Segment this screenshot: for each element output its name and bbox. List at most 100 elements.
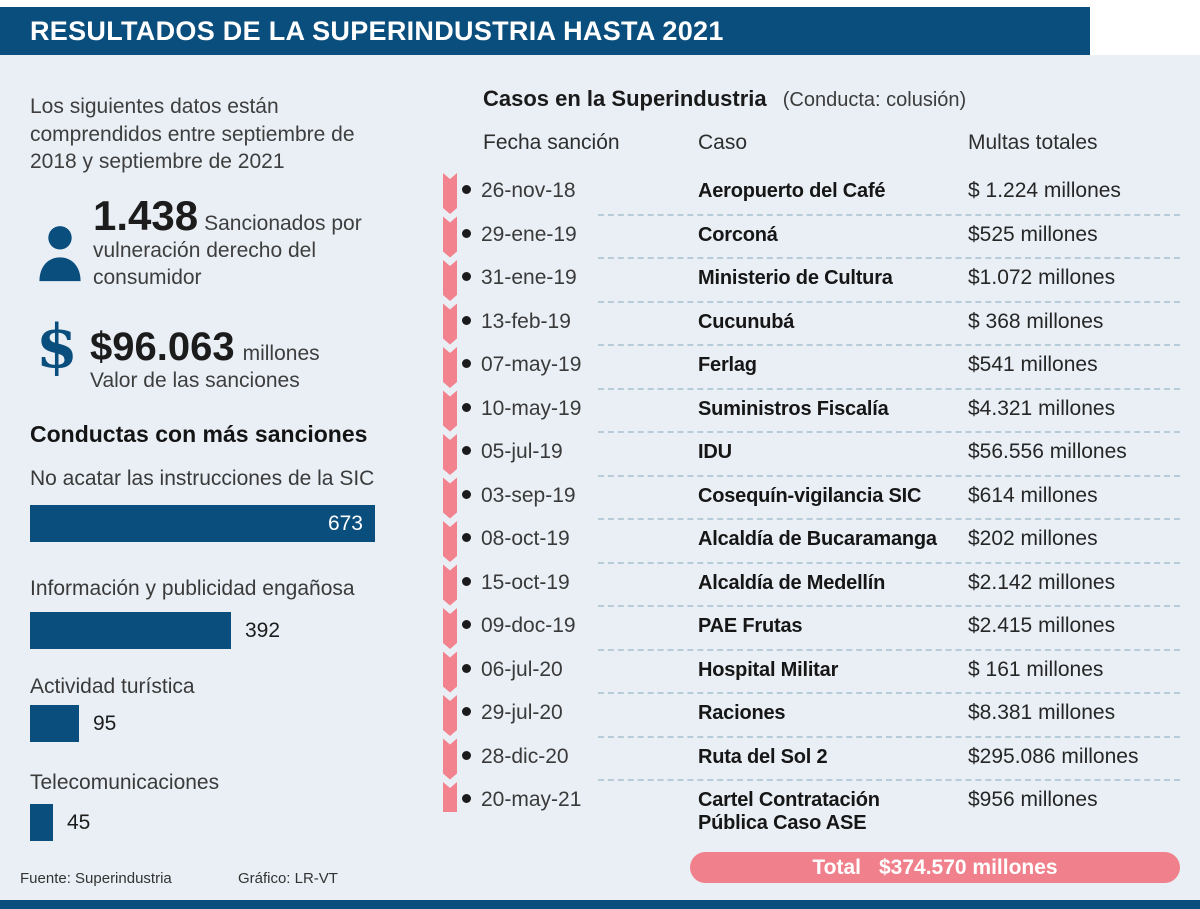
total-label: Total — [812, 855, 861, 879]
table-row: 29-ene-19 Corconá $525 millones — [443, 216, 1180, 260]
bullet-icon — [462, 663, 471, 673]
cell-caso: Cucunubá — [698, 310, 795, 333]
cases-subtitle: (Conducta: colusión) — [782, 89, 967, 111]
bar-value: 95 — [93, 711, 117, 735]
cell-fecha: 06-jul-20 — [481, 657, 563, 681]
source-label: Fuente: Superindustria — [20, 870, 172, 887]
cell-multa: $2.415 millones — [968, 614, 1116, 637]
bar: 673 — [30, 505, 375, 542]
bar — [30, 612, 231, 649]
cell-multa: $956 millones — [968, 788, 1098, 811]
page-title: RESULTADOS DE LA SUPERINDUSTRIA HASTA 20… — [30, 15, 724, 46]
cell-fecha: 13-feb-19 — [481, 309, 571, 333]
cell-caso: Ministerio de Cultura — [698, 267, 893, 289]
bullet-icon — [462, 228, 471, 238]
bullet-icon — [462, 794, 471, 803]
table-row: 20-may-21 Cartel Contratación Pública Cas… — [443, 781, 1180, 847]
cases-heading: Casos en la Superindustria (Conducta: co… — [483, 86, 966, 112]
bar-row: 95 — [30, 705, 116, 742]
table-row: 15-oct-19 Alcaldía de Medellín $2.142 mill… — [443, 564, 1180, 608]
bullet-icon — [462, 707, 471, 716]
bullet-icon — [462, 576, 471, 586]
bar-row: 673 — [30, 505, 375, 542]
cell-caso: Ruta del Sol 2 — [698, 745, 828, 768]
bullet-icon — [462, 620, 471, 629]
cell-caso: Cartel Contratación Pública Caso ASE — [698, 789, 880, 834]
column-header-caso: Caso — [698, 131, 748, 154]
stat-sanctioned-value: 1.438 — [93, 192, 199, 239]
cell-fecha: 07-may-19 — [481, 353, 582, 376]
cell-caso: Alcaldía de Bucaramanga — [698, 528, 937, 550]
cell-fecha: 26-nov-18 — [481, 179, 576, 202]
bullet-icon — [462, 446, 471, 455]
table-row: 29-jul-20 Raciones $8.381 millones — [443, 694, 1180, 738]
bullet-icon — [462, 359, 471, 368]
cell-fecha: 29-jul-20 — [481, 701, 563, 724]
cell-caso: Cosequín-vigilancia SIC — [698, 484, 922, 507]
stat-sanctioned-label: Sancionados por vulneración derecho del … — [93, 212, 362, 289]
cell-fecha: 10-may-19 — [481, 396, 582, 420]
source-note: Fuente: Superindustria Gráfico: LR-VT — [20, 870, 338, 887]
table-row: 26-nov-18 Aeropuerto del Café $ 1.224 mill… — [443, 172, 1180, 216]
stat-sanctions-value: $96.063 millones Valor de las sanciones — [90, 327, 390, 395]
timeline-ribbon — [443, 172, 457, 812]
stat-sanctions-value-unit: millones — [242, 342, 320, 365]
cell-fecha: 28-dic-20 — [481, 744, 569, 768]
table-row: 13-feb-19 Cucunubá $ 368 millones — [443, 303, 1180, 347]
cell-fecha: 05-jul-19 — [481, 440, 563, 463]
column-header-multas: Multas totales — [968, 131, 1098, 154]
stat-sanctions-value-label: Valor de las sanciones — [90, 369, 300, 393]
bottom-rule — [0, 900, 1200, 909]
cell-multa: $ 161 millones — [968, 657, 1104, 681]
cell-multa: $614 millones — [968, 483, 1098, 507]
bullet-icon — [462, 402, 471, 412]
bar-row: 392 — [30, 612, 280, 649]
cell-fecha: 09-doc-19 — [481, 614, 576, 637]
cell-multa: $525 millones — [968, 222, 1098, 246]
bullet-icon — [462, 185, 471, 194]
cell-fecha: 20-may-21 — [481, 788, 582, 811]
bullet-icon — [462, 272, 471, 281]
dollar-icon: $ — [36, 312, 78, 382]
bullet-icon — [462, 750, 471, 760]
table-row: 06-jul-20 Hospital Militar $ 161 millones — [443, 651, 1180, 695]
credit-label: Gráfico: LR-VT — [237, 870, 338, 887]
cell-multa: $1.072 millones — [968, 266, 1116, 289]
cell-caso: Raciones — [698, 702, 786, 724]
bullet-icon — [462, 533, 471, 542]
cases-title: Casos en la Superindustria — [483, 86, 767, 111]
cell-multa: $8.381 millones — [968, 701, 1116, 724]
cases-table: 26-nov-18 Aeropuerto del Café $ 1.224 mill… — [443, 172, 1180, 847]
bar-category-label: Información y publicidad engañosa — [30, 577, 355, 600]
title-bar: RESULTADOS DE LA SUPERINDUSTRIA HASTA 20… — [0, 7, 1090, 55]
bar-row: 45 — [30, 804, 90, 841]
table-row: 31-ene-19 Ministerio de Cultura $1.072 mil… — [443, 259, 1180, 303]
cell-fecha: 31-ene-19 — [481, 266, 577, 289]
intro-text: Los siguientes datos están comprendidos … — [30, 95, 355, 174]
cell-fecha: 15-oct-19 — [481, 570, 570, 594]
stat-sanctioned: 1.438 Sancionados por vulneración derecho… — [93, 195, 385, 292]
bar-category-label: No acatar las instrucciones de la SIC — [30, 467, 375, 490]
bar — [30, 804, 53, 841]
cell-caso: Corconá — [698, 223, 778, 246]
total-value: $374.570 millones — [878, 855, 1058, 879]
cell-multa: $295.086 millones — [968, 744, 1139, 768]
stat-sanctions-value-line: $96.063 millones — [90, 327, 390, 367]
cell-fecha: 03-sep-19 — [481, 483, 576, 507]
cell-multa: $4.321 millones — [968, 396, 1116, 420]
bar-category-label: Actividad turística — [30, 675, 195, 698]
cell-caso: Hospital Militar — [698, 658, 839, 681]
table-row: 07-may-19 Ferlag $541 millones — [443, 346, 1180, 390]
table-row: 09-doc-19 PAE Frutas $2.415 millones — [443, 607, 1180, 651]
cell-multa: $202 millones — [968, 527, 1098, 550]
cell-multa: $2.142 millones — [968, 570, 1116, 594]
cell-fecha: 08-oct-19 — [481, 527, 570, 550]
bullet-icon — [462, 315, 471, 325]
bar-value: 45 — [67, 810, 91, 834]
cell-multa: $541 millones — [968, 353, 1098, 376]
cell-fecha: 29-ene-19 — [481, 222, 577, 246]
cell-caso: Ferlag — [698, 354, 757, 376]
table-row: 10-may-19 Suministros Fiscalía $4.321 mill… — [443, 390, 1180, 434]
cell-caso: IDU — [698, 441, 732, 463]
